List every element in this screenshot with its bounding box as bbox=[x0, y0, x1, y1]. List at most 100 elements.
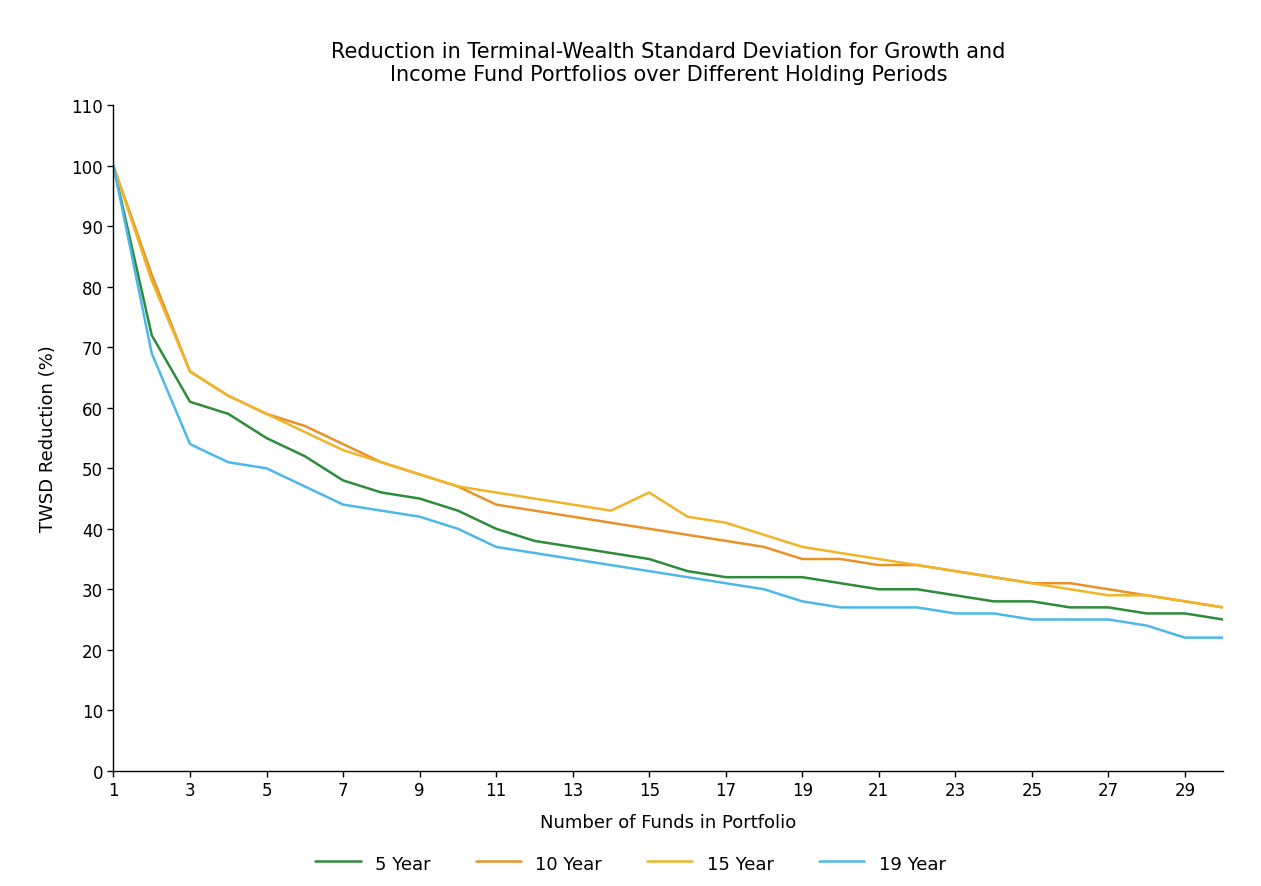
15 Year bbox=[909, 560, 924, 571]
5 Year bbox=[106, 161, 121, 172]
5 Year bbox=[144, 330, 159, 341]
5 Year bbox=[757, 572, 772, 583]
5 Year bbox=[1101, 602, 1116, 613]
10 Year bbox=[298, 421, 313, 431]
Y-axis label: TWSD Reduction (%): TWSD Reduction (%) bbox=[39, 346, 58, 532]
19 Year bbox=[794, 596, 810, 607]
10 Year bbox=[527, 506, 542, 517]
10 Year bbox=[719, 536, 734, 547]
5 Year bbox=[335, 476, 351, 486]
15 Year bbox=[642, 487, 657, 498]
5 Year bbox=[565, 542, 580, 553]
5 Year bbox=[1216, 615, 1231, 626]
10 Year bbox=[1139, 590, 1154, 601]
10 Year bbox=[871, 560, 886, 571]
15 Year bbox=[1101, 590, 1116, 601]
19 Year bbox=[450, 524, 465, 534]
19 Year bbox=[871, 602, 886, 613]
15 Year bbox=[794, 542, 810, 553]
15 Year bbox=[298, 427, 313, 438]
19 Year bbox=[680, 572, 695, 583]
19 Year bbox=[183, 439, 198, 450]
15 Year bbox=[719, 517, 734, 528]
19 Year bbox=[1216, 633, 1231, 643]
5 Year bbox=[642, 554, 657, 564]
5 Year bbox=[986, 596, 1001, 607]
19 Year bbox=[221, 457, 236, 468]
15 Year bbox=[871, 554, 886, 564]
19 Year bbox=[757, 584, 772, 595]
10 Year bbox=[642, 524, 657, 534]
15 Year bbox=[183, 367, 198, 377]
15 Year bbox=[335, 446, 351, 456]
10 Year bbox=[757, 542, 772, 553]
15 Year bbox=[221, 391, 236, 401]
10 Year bbox=[183, 367, 198, 377]
19 Year bbox=[1178, 633, 1193, 643]
5 Year bbox=[183, 397, 198, 408]
19 Year bbox=[986, 609, 1001, 619]
X-axis label: Number of Funds in Portfolio: Number of Funds in Portfolio bbox=[540, 813, 797, 831]
5 Year bbox=[948, 590, 963, 601]
10 Year bbox=[1178, 596, 1193, 607]
15 Year bbox=[1024, 579, 1039, 589]
5 Year bbox=[909, 584, 924, 595]
19 Year bbox=[642, 566, 657, 577]
19 Year bbox=[909, 602, 924, 613]
5 Year bbox=[298, 451, 313, 462]
15 Year bbox=[412, 470, 427, 480]
10 Year bbox=[1101, 584, 1116, 595]
15 Year bbox=[488, 487, 503, 498]
5 Year bbox=[603, 548, 618, 559]
15 Year bbox=[1216, 602, 1231, 613]
10 Year bbox=[144, 270, 159, 281]
19 Year bbox=[144, 349, 159, 360]
19 Year bbox=[298, 482, 313, 493]
5 Year bbox=[1024, 596, 1039, 607]
5 Year bbox=[221, 409, 236, 420]
15 Year bbox=[948, 566, 963, 577]
10 Year bbox=[1063, 579, 1078, 589]
5 Year bbox=[412, 494, 427, 504]
15 Year bbox=[106, 161, 121, 172]
5 Year bbox=[373, 487, 388, 498]
10 Year bbox=[488, 500, 503, 510]
10 Year bbox=[1216, 602, 1231, 613]
10 Year bbox=[412, 470, 427, 480]
19 Year bbox=[106, 161, 121, 172]
10 Year bbox=[221, 391, 236, 401]
15 Year bbox=[527, 494, 542, 504]
19 Year bbox=[373, 506, 388, 517]
Line: 10 Year: 10 Year bbox=[113, 167, 1223, 608]
5 Year bbox=[719, 572, 734, 583]
19 Year bbox=[488, 542, 503, 553]
5 Year bbox=[1178, 609, 1193, 619]
19 Year bbox=[412, 512, 427, 523]
10 Year bbox=[1024, 579, 1039, 589]
15 Year bbox=[450, 482, 465, 493]
15 Year bbox=[986, 572, 1001, 583]
5 Year bbox=[1139, 609, 1154, 619]
5 Year bbox=[834, 579, 849, 589]
19 Year bbox=[719, 579, 734, 589]
5 Year bbox=[527, 536, 542, 547]
19 Year bbox=[259, 463, 274, 474]
15 Year bbox=[565, 500, 580, 510]
10 Year bbox=[680, 530, 695, 540]
15 Year bbox=[1063, 584, 1078, 595]
19 Year bbox=[1139, 620, 1154, 631]
10 Year bbox=[909, 560, 924, 571]
10 Year bbox=[106, 161, 121, 172]
5 Year bbox=[450, 506, 465, 517]
19 Year bbox=[948, 609, 963, 619]
15 Year bbox=[144, 276, 159, 287]
5 Year bbox=[794, 572, 810, 583]
15 Year bbox=[680, 512, 695, 523]
5 Year bbox=[871, 584, 886, 595]
10 Year bbox=[259, 409, 274, 420]
15 Year bbox=[834, 548, 849, 559]
19 Year bbox=[1024, 615, 1039, 626]
19 Year bbox=[603, 560, 618, 571]
10 Year bbox=[834, 554, 849, 564]
19 Year bbox=[834, 602, 849, 613]
